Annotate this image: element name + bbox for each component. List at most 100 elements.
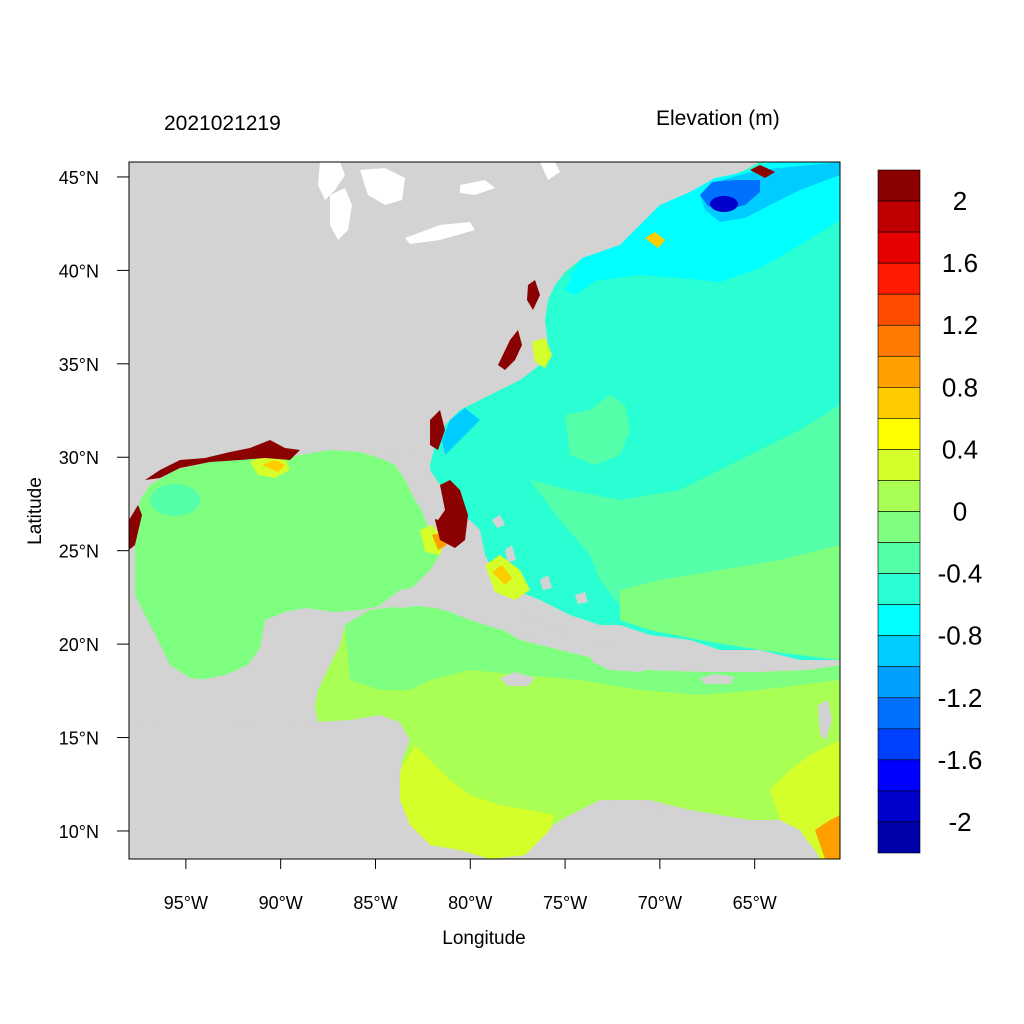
lake-champlain <box>540 162 560 180</box>
colorbar-swatch <box>877 480 921 512</box>
surge-chesapeake <box>527 280 540 310</box>
lon-tick-label: 65°W <box>733 893 777 913</box>
colorbar-swatch <box>877 790 921 823</box>
timestamp-title: 2021021219 <box>164 112 281 135</box>
lon-tick-label: 80°W <box>448 893 492 913</box>
lat-tick-label: 30°N <box>59 448 99 468</box>
x-axis-label: Longitude <box>442 928 525 949</box>
caribbean-orange-east <box>815 815 840 859</box>
y-axis-label: Latitude <box>25 477 46 545</box>
colorbar-swatch <box>877 666 921 699</box>
gulf-west-patch <box>150 484 200 516</box>
lon-tick-label: 95°W <box>164 893 208 913</box>
plot-frame <box>128 161 841 860</box>
colorbar-label: 1.6 <box>942 248 978 278</box>
surge-georgia <box>430 410 445 450</box>
colorbar-labels: 2 1.6 1.2 0.8 0.4 0 -0.4 -0.8 -1.2 -1.6 -2 <box>938 186 983 837</box>
surge-florida <box>435 480 468 548</box>
cold-band-georgia <box>442 408 480 455</box>
colorbar-label: 0 <box>953 497 967 527</box>
colorbar-swatch <box>877 759 921 792</box>
sargasso-patch <box>565 395 630 465</box>
surge-texas <box>129 505 142 550</box>
lake-superior <box>318 162 345 200</box>
colorbar-swatch <box>877 262 921 295</box>
colorbar-swatch <box>877 418 921 450</box>
lon-tick-label: 90°W <box>259 893 303 913</box>
gulf-of-mexico <box>135 450 440 680</box>
variable-title: Elevation (m) <box>656 107 780 130</box>
gulf-coast-orange <box>262 460 285 472</box>
land-cuba <box>380 585 590 650</box>
lake-michigan <box>330 188 352 240</box>
land-florida <box>385 448 445 520</box>
colorbar <box>877 169 921 854</box>
surge-maine <box>750 165 775 178</box>
colorbar-label: 0.8 <box>942 372 978 402</box>
colorbar-swatch <box>877 821 921 854</box>
colorbar-label: -0.4 <box>938 559 983 589</box>
colorbar-swatch <box>877 635 921 668</box>
colorbar-swatch <box>877 728 921 761</box>
cold-band-midatlantic <box>565 238 660 295</box>
land-puerto-rico <box>700 674 735 684</box>
warm-outer-banks <box>532 338 552 368</box>
colorbar-swatch <box>877 449 921 481</box>
colorbar-swatch <box>877 573 921 605</box>
colorbar-label: -0.8 <box>938 621 983 651</box>
lat-tick-label: 20°N <box>59 635 99 655</box>
lat-tick-label: 25°N <box>59 542 99 562</box>
land-bahamas-1 <box>492 515 505 528</box>
surge-gulf-coast <box>145 440 300 480</box>
colorbar-swatch <box>877 169 921 202</box>
bahamas-orange <box>492 565 512 585</box>
lat-tick-label: 15°N <box>59 729 99 749</box>
florida-west-orange <box>432 533 447 550</box>
caribbean-yellow-west <box>400 745 555 859</box>
land-central-america <box>129 718 490 859</box>
colorbar-swatch <box>877 697 921 730</box>
land-jamaica <box>500 672 535 686</box>
colorbar-label: -1.2 <box>938 683 983 713</box>
lat-tick-label: 40°N <box>59 261 99 281</box>
longitude-axis-ticks: 95°W 90°W 85°W 80°W 75°W 70°W 65°W <box>164 859 777 913</box>
colorbar-label: 1.2 <box>942 310 978 340</box>
lat-tick-label: 35°N <box>59 355 99 375</box>
cold-core-center <box>710 196 738 212</box>
colorbar-label: -1.6 <box>938 745 983 775</box>
colorbar-label: 2 <box>953 186 967 216</box>
lake-huron <box>360 168 405 205</box>
land-south-america <box>525 800 820 859</box>
lon-tick-label: 75°W <box>543 893 587 913</box>
warm-cape-cod <box>645 232 665 248</box>
lake-ontario <box>460 180 495 195</box>
map-plot-area <box>129 162 840 859</box>
lat-tick-label: 45°N <box>59 168 99 188</box>
colorbar-swatch <box>877 293 921 326</box>
colorbar-swatch <box>877 542 921 574</box>
colorbar-swatch <box>877 387 921 419</box>
colorbar-swatch <box>877 604 921 636</box>
land-bahamas-4 <box>575 592 588 604</box>
lake-erie <box>405 222 475 244</box>
latitude-axis-ticks: 45°N 40°N 35°N 30°N 25°N 20°N 15°N 10°N <box>59 168 129 842</box>
land-bahamas-2 <box>505 545 516 562</box>
colorbar-swatch <box>877 324 921 357</box>
land-lesser-antilles <box>818 700 832 740</box>
colorbar-swatch <box>877 231 921 264</box>
caribbean-north-band <box>345 605 840 695</box>
land-hispaniola <box>590 640 665 672</box>
lon-tick-label: 85°W <box>353 893 397 913</box>
colorbar-label: 0.4 <box>942 434 978 464</box>
land-yucatan <box>165 612 345 730</box>
colorbar-swatch <box>877 511 921 543</box>
colorbar-swatch <box>877 200 921 233</box>
lon-tick-label: 70°W <box>638 893 682 913</box>
surge-carolina <box>498 330 522 370</box>
colorbar-swatch <box>877 355 921 388</box>
colorbar-label: -2 <box>948 807 971 837</box>
lat-tick-label: 10°N <box>59 822 99 842</box>
land-bahamas-3 <box>540 575 552 590</box>
atlantic-far-south <box>620 545 840 660</box>
